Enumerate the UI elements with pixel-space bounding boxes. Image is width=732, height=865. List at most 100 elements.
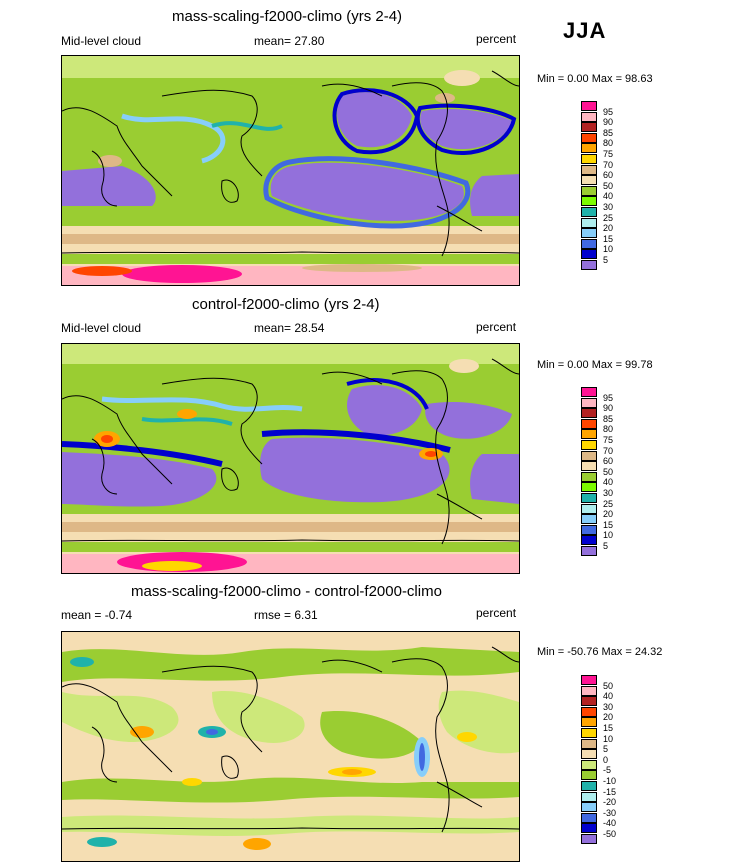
- colorbar-label: 10: [603, 733, 614, 744]
- colorbar-label: 5: [603, 744, 609, 755]
- colorbar-label: 25: [603, 212, 614, 223]
- colorbar-label: 75: [603, 435, 614, 445]
- colorbar-swatch: [581, 122, 597, 133]
- panel-2-field-label: Mid-level cloud: [61, 321, 142, 335]
- colorbar-label: 5: [603, 255, 609, 265]
- colorbar-label: 20: [603, 509, 614, 520]
- colorbar-label: 70: [603, 159, 614, 170]
- colorbar-swatch: [581, 482, 597, 493]
- colorbar-swatch: [581, 132, 597, 143]
- panel-2-map: [61, 343, 520, 574]
- panel-1-mean: mean= 27.80: [254, 34, 325, 48]
- panel-3-minmax: Min = -50.76 Max = 24.32: [537, 646, 663, 658]
- colorbar-swatch: [581, 101, 597, 111]
- panel-3-map: [61, 631, 520, 862]
- colorbar-label: 90: [603, 117, 614, 128]
- colorbar-swatch: [581, 418, 597, 429]
- colorbar-swatch: [581, 812, 597, 823]
- colorbar-label: -40: [603, 818, 617, 829]
- colorbar-label: 70: [603, 445, 614, 456]
- colorbar-swatch: [581, 408, 597, 419]
- panel-1-units: percent: [476, 32, 517, 46]
- colorbar-label: 60: [603, 170, 614, 181]
- panel-1-minmax: Min = 0.00 Max = 98.63: [537, 73, 653, 85]
- colorbar-swatch: [581, 387, 597, 397]
- colorbar-swatch: [581, 685, 597, 696]
- panel-3-rmse: rmse = 6.31: [254, 608, 318, 622]
- colorbar-swatch: [581, 471, 597, 482]
- colorbar-label: 0: [603, 754, 609, 765]
- colorbar-swatch: [581, 260, 597, 270]
- colorbar-label: 50: [603, 180, 614, 191]
- colorbar-label: -15: [603, 786, 617, 797]
- colorbar-label: 50: [603, 680, 614, 691]
- colorbar-swatch: [581, 503, 597, 514]
- colorbar-label: 10: [603, 244, 614, 255]
- colorbar-label: 80: [603, 424, 614, 435]
- colorbar-label: -20: [603, 797, 617, 808]
- colorbar-swatch: [581, 759, 597, 770]
- colorbar-label: 80: [603, 138, 614, 149]
- colorbar-swatch: [581, 143, 597, 154]
- colorbar-swatch: [581, 111, 597, 122]
- colorbar-swatch: [581, 535, 597, 546]
- colorbar-swatch: [581, 728, 597, 738]
- colorbar-swatch: [581, 834, 597, 844]
- panel-1-map: [61, 55, 520, 286]
- colorbar-label: 5: [603, 541, 609, 551]
- colorbar-label: 30: [603, 202, 614, 212]
- colorbar-label: 90: [603, 403, 614, 414]
- colorbar-swatch: [581, 185, 597, 196]
- panel-2-mean: mean= 28.54: [254, 321, 325, 335]
- panel-1-field-label: Mid-level cloud: [61, 34, 142, 48]
- colorbar-swatch: [581, 164, 597, 175]
- colorbar-label: 85: [603, 127, 614, 138]
- colorbar-swatch: [581, 717, 597, 728]
- colorbar-swatch: [581, 196, 597, 207]
- colorbar-swatch: [581, 770, 597, 781]
- colorbar-label: 40: [603, 477, 614, 488]
- colorbar-swatch: [581, 450, 597, 461]
- colorbar-swatch: [581, 781, 597, 791]
- colorbar-swatch: [581, 429, 597, 440]
- colorbar-swatch: [581, 461, 597, 472]
- colorbar-swatch: [581, 440, 597, 450]
- colorbar-swatch: [581, 749, 597, 760]
- colorbar-label: 15: [603, 723, 614, 733]
- panel-2-minmax: Min = 0.00 Max = 99.78: [537, 359, 653, 371]
- panel-3-mean: mean = -0.74: [61, 608, 133, 622]
- colorbar-swatch: [581, 228, 597, 239]
- colorbar-swatch: [581, 524, 597, 535]
- colorbar-label: -5: [603, 765, 612, 776]
- colorbar-swatch: [581, 802, 597, 813]
- colorbar-label: 15: [603, 233, 614, 244]
- colorbar-swatch: [581, 823, 597, 834]
- colorbar-swatch: [581, 217, 597, 228]
- colorbar-label: 25: [603, 498, 614, 509]
- colorbar-label: 10: [603, 530, 614, 541]
- colorbar-swatch: [581, 706, 597, 717]
- colorbar-label: 40: [603, 191, 614, 202]
- colorbar-swatch: [581, 514, 597, 525]
- colorbar-label: 95: [603, 106, 614, 117]
- panel-2-title: control-f2000-climo (yrs 2-4): [192, 296, 380, 313]
- colorbar-swatch: [581, 238, 597, 249]
- colorbar-label: 15: [603, 519, 614, 530]
- colorbar-swatch: [581, 249, 597, 260]
- colorbar-label: 30: [603, 488, 614, 498]
- colorbar-swatch: [581, 696, 597, 707]
- colorbar-label: 60: [603, 456, 614, 467]
- panel-3-units: percent: [476, 606, 517, 620]
- panel-3-title: mass-scaling-f2000-climo - control-f2000…: [131, 583, 442, 600]
- colorbar-swatch: [581, 493, 597, 503]
- colorbar-label: 40: [603, 691, 614, 702]
- colorbar-label: 30: [603, 701, 614, 712]
- colorbar-swatch: [581, 175, 597, 186]
- colorbar-label: 50: [603, 466, 614, 477]
- panel-2-units: percent: [476, 320, 517, 334]
- colorbar-label: 75: [603, 149, 614, 159]
- colorbar-swatch: [581, 738, 597, 749]
- colorbar-swatch: [581, 546, 597, 556]
- season-label: JJA: [563, 18, 607, 43]
- colorbar-label: -10: [603, 776, 617, 786]
